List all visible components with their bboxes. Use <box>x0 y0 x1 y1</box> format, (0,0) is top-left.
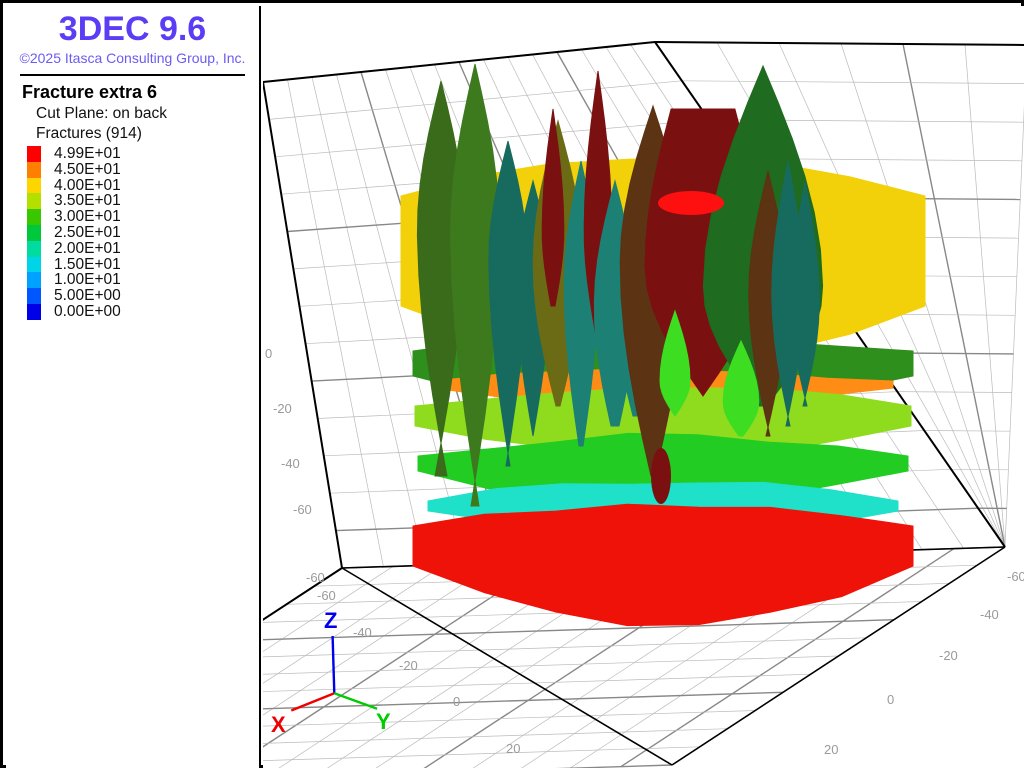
svg-text:-60: -60 <box>317 588 336 603</box>
svg-text:-20: -20 <box>939 648 958 663</box>
svg-text:-40: -40 <box>281 456 300 471</box>
svg-text:0: 0 <box>453 694 460 709</box>
svg-text:-20: -20 <box>399 658 418 673</box>
svg-text:-60: -60 <box>306 570 325 585</box>
svg-text:-40: -40 <box>980 607 999 622</box>
svg-text:-40: -40 <box>353 625 372 640</box>
svg-text:-60: -60 <box>1007 569 1024 584</box>
svg-text:20: 20 <box>824 742 838 757</box>
svg-text:0: 0 <box>265 346 272 361</box>
svg-text:-20: -20 <box>273 401 292 416</box>
svg-text:-60: -60 <box>293 502 312 517</box>
svg-text:20: 20 <box>506 741 520 756</box>
svg-text:Y: Y <box>376 709 391 734</box>
svg-text:X: X <box>271 712 286 737</box>
svg-text:0: 0 <box>887 692 894 707</box>
svg-text:Z: Z <box>324 608 337 633</box>
